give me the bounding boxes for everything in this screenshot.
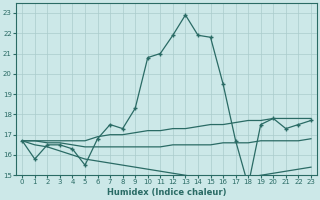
X-axis label: Humidex (Indice chaleur): Humidex (Indice chaleur)	[107, 188, 226, 197]
